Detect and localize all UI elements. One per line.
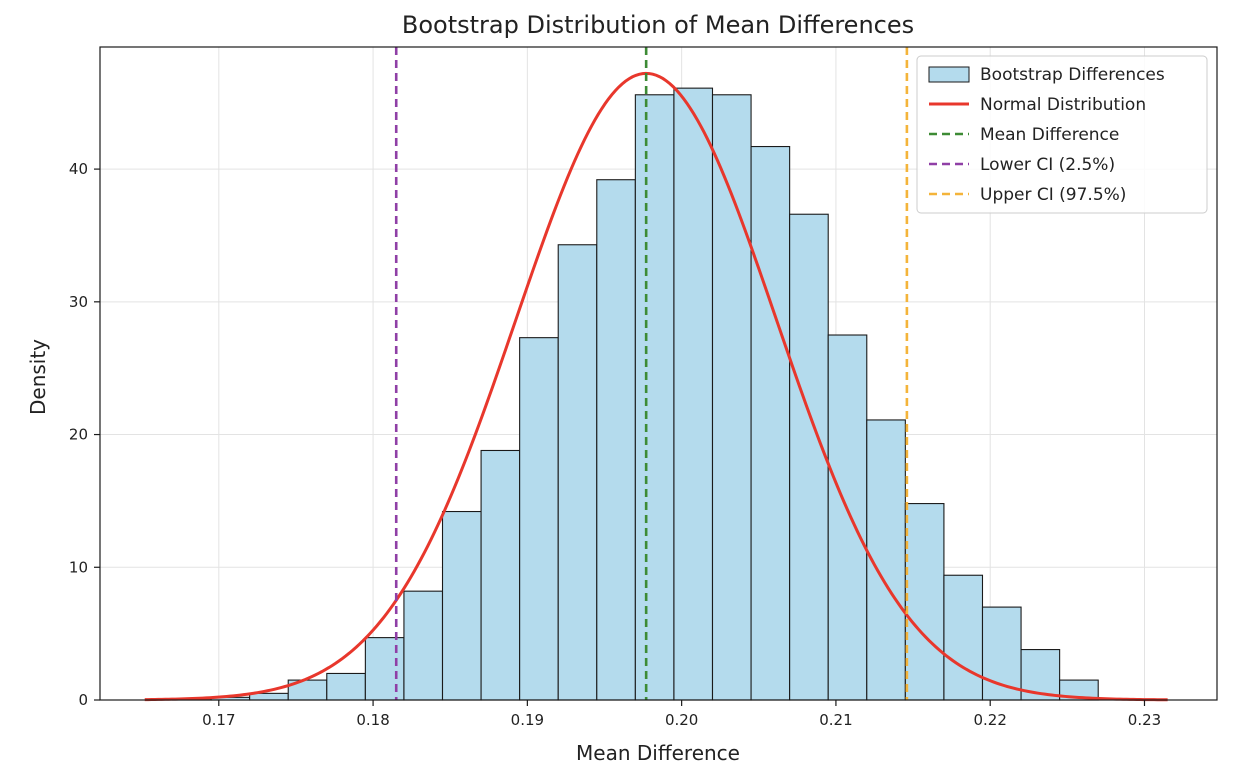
histogram-bars (171, 87, 1099, 701)
histogram-bar (326, 672, 366, 701)
legend-label: Bootstrap Differences (980, 65, 1165, 85)
legend-item-lower-ci: Lower CI (2.5%) (929, 155, 1115, 175)
histogram-bar (364, 637, 405, 701)
histogram-bar (634, 94, 675, 701)
x-tick-label: 0.17 (202, 711, 235, 729)
reference-lines (394, 47, 909, 700)
histogram-bar (596, 179, 636, 701)
y-axis-ticks: 0 10 20 30 40 (69, 160, 100, 709)
histogram-bar (519, 337, 559, 701)
plot-frame (99, 46, 1218, 701)
x-tick-label: 0.18 (356, 711, 389, 729)
chart-title: Bootstrap Distribution of Mean Differenc… (402, 11, 914, 39)
legend-label: Normal Distribution (980, 95, 1146, 115)
histogram-bar (673, 87, 714, 701)
legend-item-mean: Mean Difference (929, 125, 1119, 145)
histogram-bar (480, 449, 521, 701)
x-tick-label: 0.23 (1128, 711, 1161, 729)
y-tick-label: 0 (78, 691, 88, 709)
normal-curve-layer (144, 71, 1168, 702)
x-tick-label: 0.21 (819, 711, 852, 729)
normal-curve-line (144, 71, 1168, 702)
histogram-bar (557, 244, 598, 701)
x-axis-ticks: 0.17 0.18 0.19 0.20 0.21 0.22 0.23 (202, 700, 1161, 729)
x-tick-label: 0.22 (974, 711, 1007, 729)
x-tick-label: 0.20 (665, 711, 698, 729)
x-axis-label: Mean Difference (576, 741, 740, 765)
y-tick-label: 30 (69, 293, 88, 311)
y-tick-label: 20 (69, 426, 88, 444)
histogram-bar (904, 503, 945, 701)
y-tick-label: 40 (69, 160, 88, 178)
legend-item-normal: Normal Distribution (929, 95, 1146, 115)
legend-box (916, 55, 1208, 214)
x-tick-label: 0.19 (511, 711, 544, 729)
histogram-bar (750, 145, 791, 701)
histogram-bar (403, 590, 444, 701)
legend-label: Lower CI (2.5%) (980, 155, 1115, 175)
histogram-bar (827, 334, 868, 701)
histogram-bar (441, 510, 482, 701)
y-tick-label: 10 (69, 558, 88, 576)
histogram-bar (943, 574, 984, 701)
histogram-bar (711, 94, 752, 701)
legend-label: Mean Difference (980, 125, 1119, 145)
legend-item-upper-ci: Upper CI (97.5%) (929, 185, 1126, 205)
legend-item-bootstrap: Bootstrap Differences (928, 65, 1165, 85)
y-axis-label: Density (26, 339, 50, 415)
legend-swatch (928, 66, 970, 83)
legend-label: Upper CI (97.5%) (980, 185, 1126, 205)
histogram-bar (789, 213, 829, 701)
legend: Bootstrap Differences Normal Distribution… (916, 55, 1208, 214)
